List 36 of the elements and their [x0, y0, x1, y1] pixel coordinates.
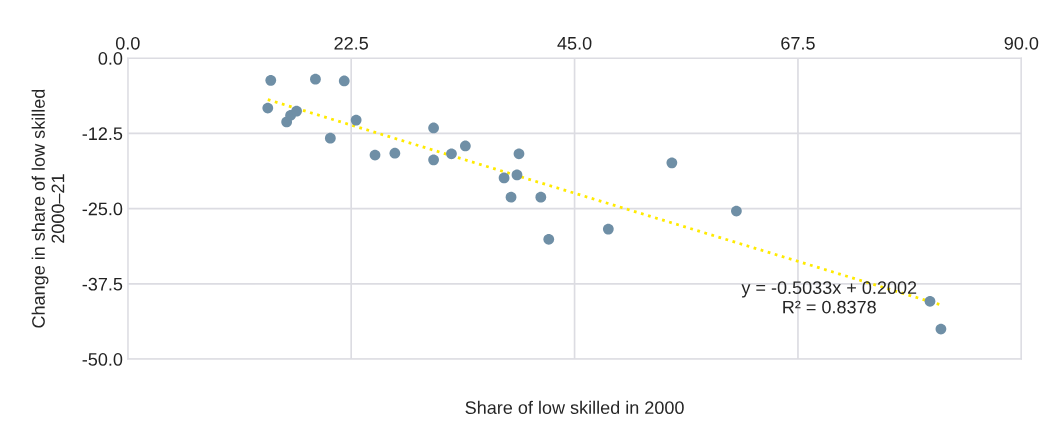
point: [262, 102, 274, 114]
y-tick-label: -37.5: [82, 277, 123, 291]
x-tick-label: 22.5: [334, 36, 368, 50]
point: [731, 205, 742, 217]
point: [369, 149, 381, 161]
x-tick-label: 0.0: [115, 36, 140, 50]
y-tick-label: -12.5: [82, 127, 123, 141]
point: [498, 172, 510, 184]
point: [935, 323, 947, 335]
point: [265, 74, 277, 86]
point: [428, 122, 439, 134]
point: [602, 223, 614, 235]
point: [350, 114, 362, 126]
point: [291, 105, 302, 117]
x-tick-label: 67.5: [781, 36, 815, 50]
point: [428, 154, 439, 166]
point: [666, 157, 678, 169]
point: [389, 147, 401, 159]
point: [505, 191, 517, 203]
x-tick-label: 45.0: [557, 36, 592, 50]
point: [511, 169, 523, 181]
x-tick-label: 90.0: [1004, 36, 1039, 50]
point: [924, 295, 936, 307]
x-axis-title: Share of low skilled in 2000: [465, 400, 684, 415]
y-axis-title: Change in share of low skilled 2000–21: [31, 89, 65, 328]
point: [459, 140, 471, 152]
y-tick-label: 0.0: [98, 52, 123, 65]
point: [310, 73, 321, 85]
point: [513, 148, 525, 160]
point: [446, 148, 457, 160]
point: [535, 191, 547, 203]
y-tick-label: -25.0: [82, 202, 123, 216]
point: [543, 233, 555, 245]
y-tick-label: -50.0: [82, 353, 123, 366]
point: [324, 132, 336, 144]
point: [338, 75, 350, 87]
